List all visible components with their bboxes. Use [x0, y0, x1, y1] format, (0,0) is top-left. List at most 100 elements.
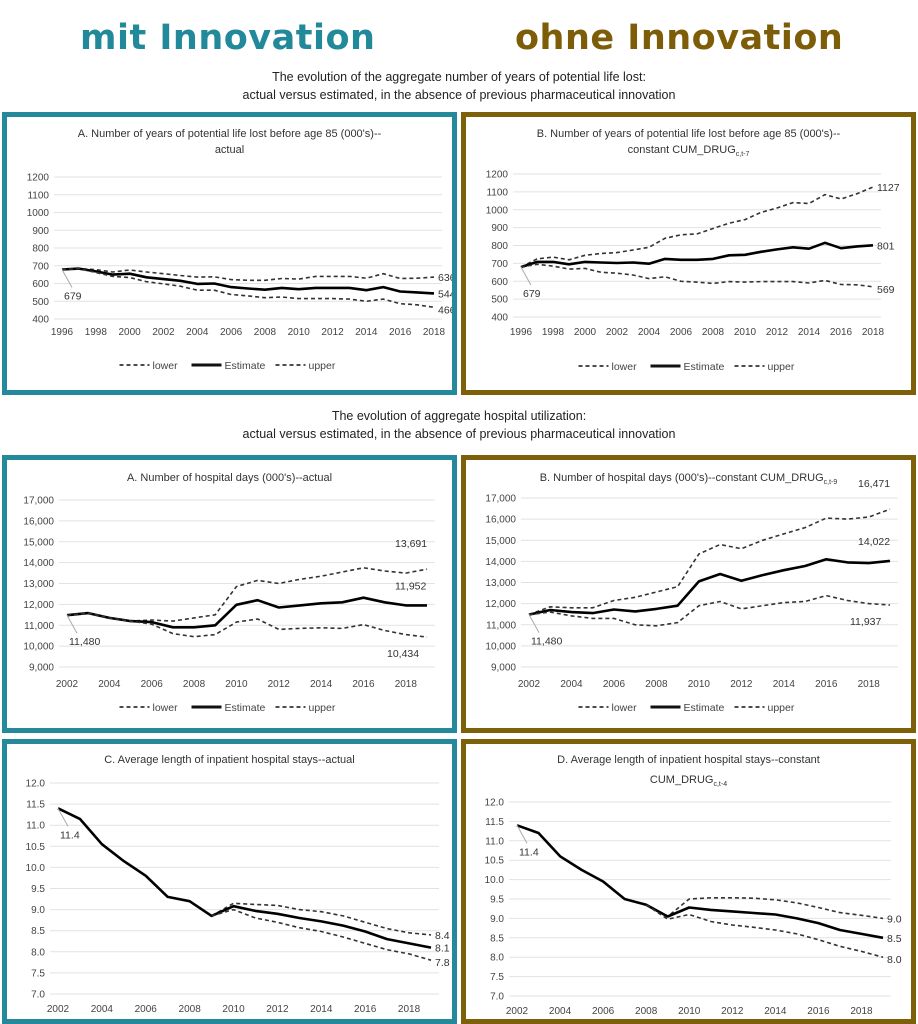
- panel-hospdays-constant: B. Number of hospital days (000's)--cons…: [461, 455, 916, 733]
- y-tick-label: 7.0: [490, 992, 504, 1003]
- y-tick-label: 1100: [486, 187, 508, 198]
- y-tick-label: 800: [491, 241, 508, 252]
- y-tick-label: 14,000: [485, 557, 516, 568]
- legend-item-lower: lower: [578, 702, 637, 714]
- y-tick-label: 15,000: [23, 537, 54, 548]
- x-tick-label: 2004: [186, 327, 209, 338]
- series-line-upper: [645, 897, 884, 920]
- x-tick-label: 2014: [310, 1004, 333, 1015]
- series-line-estimate: [520, 241, 874, 269]
- y-tick-label: 11.0: [485, 836, 504, 847]
- end-value-label-estimate: 8.1: [435, 943, 450, 955]
- y-tick-label: 7.0: [31, 990, 45, 1001]
- legend-item-estimate: Estimate: [191, 702, 266, 714]
- chart-title: B. Number of hospital days (000's)--cons…: [540, 472, 838, 486]
- legend-label: lower: [153, 360, 179, 372]
- y-tick-label: 10.0: [26, 863, 46, 874]
- end-value-label-upper: 1127: [877, 182, 900, 194]
- y-tick-label: 10,000: [23, 642, 54, 653]
- panel-los-actual: C. Average length of inpatient hospital …: [2, 739, 457, 1024]
- end-value-label-lower: 466: [438, 304, 452, 316]
- legend-label: upper: [309, 702, 336, 714]
- x-tick-label: 2008: [254, 327, 277, 338]
- x-tick-label: 2010: [225, 679, 248, 690]
- label-leader: [528, 614, 540, 633]
- panel-hospdays-actual: A. Number of hospital days (000's)--actu…: [2, 455, 457, 733]
- section-title-line1: The evolution of aggregate hospital util…: [331, 409, 587, 423]
- series-line-upper: [528, 508, 891, 616]
- chart-title-line2: constant CUM_DRUGc,t-7: [628, 144, 750, 158]
- x-tick-label: 2016: [389, 327, 412, 338]
- x-tick-label: 1998: [85, 327, 108, 338]
- y-tick-label: 10,000: [485, 641, 516, 652]
- x-tick-label: 2014: [355, 327, 378, 338]
- x-tick-label: 2012: [766, 327, 789, 338]
- start-value-label: 11.4: [519, 846, 539, 858]
- x-tick-label: 2012: [321, 327, 344, 338]
- y-tick-label: 11,000: [24, 621, 54, 632]
- x-tick-label: 2002: [506, 1006, 529, 1017]
- section-title-line2: actual versus estimated, in the absence …: [242, 88, 676, 102]
- y-tick-label: 11.5: [26, 800, 45, 811]
- y-tick-label: 900: [491, 223, 508, 234]
- panel-ypll-actual: A. Number of years of potential life los…: [2, 112, 457, 395]
- chart-ypll-constant: B. Number of years of potential life los…: [486, 128, 900, 373]
- y-tick-label: 600: [491, 277, 508, 288]
- x-tick-label: 2014: [764, 1006, 787, 1017]
- y-tick-label: 10.0: [485, 875, 505, 886]
- legend-label: lower: [612, 361, 638, 373]
- start-value-label: 679: [523, 288, 541, 300]
- y-tick-label: 11,000: [486, 620, 516, 631]
- end-value-label-estimate: 801: [877, 240, 895, 252]
- y-tick-label: 14,000: [23, 558, 54, 569]
- y-tick-label: 9,000: [491, 663, 516, 674]
- y-tick-label: 9.0: [490, 914, 504, 925]
- end-value-label-lower: 8.0: [887, 954, 902, 966]
- x-tick-label: 2014: [773, 679, 796, 690]
- end-value-label-estimate: 8.5: [887, 933, 902, 945]
- start-value-label: 11.4: [60, 829, 80, 841]
- end-value-label-lower: 11,937: [850, 616, 881, 628]
- y-tick-label: 17,000: [23, 496, 54, 507]
- end-value-label-upper: 636: [438, 272, 452, 284]
- series-line-estimate: [57, 807, 432, 949]
- y-tick-label: 500: [491, 295, 508, 306]
- y-tick-label: 12.0: [485, 798, 505, 809]
- end-value-label-upper: 16,471: [858, 478, 890, 490]
- x-tick-label: 2008: [702, 327, 725, 338]
- x-tick-label: 2010: [222, 1004, 245, 1015]
- panel-los-constant: D. Average length of inpatient hospital …: [461, 739, 916, 1024]
- end-value-label-estimate: 544: [438, 288, 452, 300]
- label-leader: [520, 266, 532, 286]
- series-line-lower: [211, 908, 432, 961]
- y-tick-label: 900: [32, 226, 49, 237]
- y-tick-label: 1200: [486, 170, 509, 181]
- series-line-estimate: [61, 267, 435, 295]
- x-tick-label: 2006: [592, 1006, 615, 1017]
- x-tick-label: 2016: [815, 679, 838, 690]
- chart-ypll-actual: A. Number of years of potential life los…: [27, 128, 456, 372]
- series-line-lower: [645, 904, 884, 958]
- y-tick-label: 11.0: [26, 821, 45, 832]
- legend-label: Estimate: [684, 702, 725, 714]
- x-tick-label: 2016: [352, 679, 375, 690]
- start-value-label: 11,480: [531, 636, 562, 648]
- start-value-label: 679: [64, 290, 82, 302]
- legend-item-lower: lower: [119, 360, 179, 372]
- series-line-upper: [66, 567, 428, 622]
- chart-title-line2: CUM_DRUGc,t-4: [650, 774, 727, 788]
- x-tick-label: 1996: [510, 327, 533, 338]
- y-tick-label: 600: [32, 279, 49, 290]
- x-tick-label: 2006: [603, 679, 626, 690]
- y-tick-label: 16,000: [23, 516, 54, 527]
- legend-label: lower: [153, 702, 179, 714]
- x-tick-label: 2006: [220, 327, 243, 338]
- y-tick-label: 700: [32, 261, 49, 272]
- chart-title: C. Average length of inpatient hospital …: [104, 754, 355, 766]
- panel-ypll-constant: B. Number of years of potential life los…: [461, 112, 916, 395]
- x-tick-label: 2016: [830, 327, 853, 338]
- x-tick-label: 2018: [395, 679, 418, 690]
- y-tick-label: 15,000: [485, 536, 516, 547]
- legend-item-lower: lower: [119, 702, 179, 714]
- legend-item-estimate: Estimate: [650, 702, 725, 714]
